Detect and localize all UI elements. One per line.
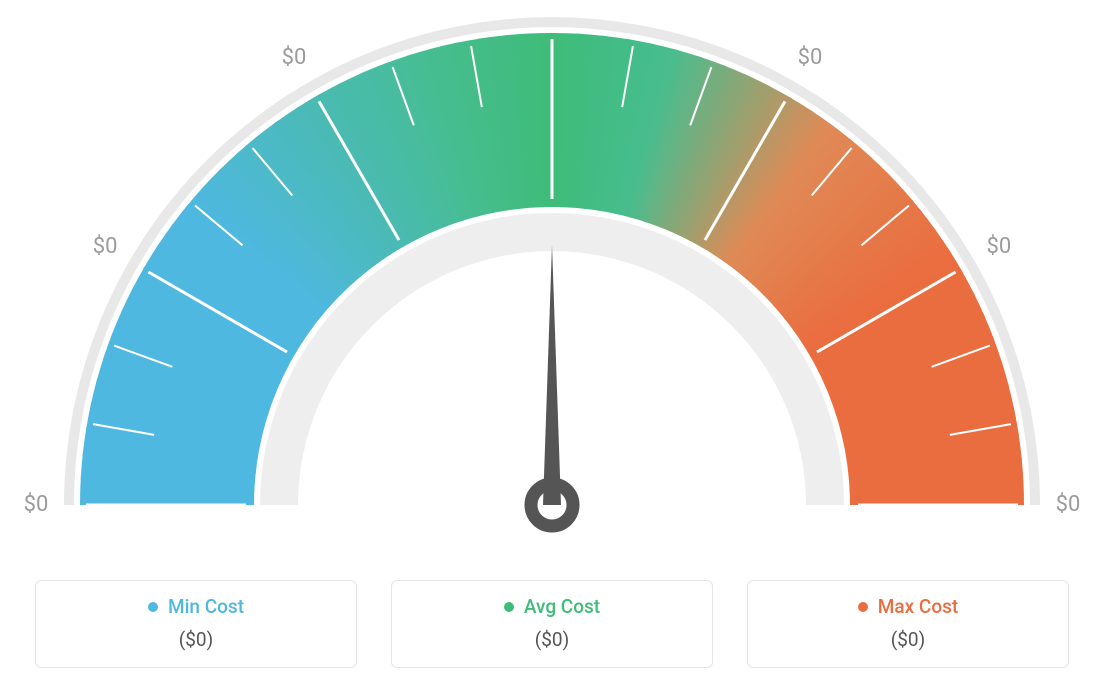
legend-title-avg: Avg Cost [524,595,600,618]
gauge-tick-label: $0 [540,0,565,1]
gauge-tick-label: $0 [93,234,118,259]
gauge-tick-label: $0 [987,234,1012,259]
legend-title-min: Min Cost [168,595,244,618]
legend-value-avg: ($0) [392,628,712,651]
legend-row: Min Cost ($0) Avg Cost ($0) Max Cost ($0… [0,580,1104,668]
legend-value-max: ($0) [748,628,1068,651]
gauge-needle [543,245,561,505]
gauge-tick-label: $0 [798,45,823,70]
legend-dot-min [148,602,158,612]
legend-card-max: Max Cost ($0) [747,580,1069,668]
gauge-chart: $0 $0 $0 $0 $0 $0 $0 [0,0,1104,570]
legend-value-min: ($0) [36,628,356,651]
legend-dot-max [858,602,868,612]
legend-dot-avg [504,602,514,612]
gauge-svg: $0 $0 $0 $0 $0 $0 $0 [0,0,1104,570]
gauge-tick-label: $0 [282,45,307,70]
legend-title-max: Max Cost [878,595,958,618]
gauge-tick-label: $0 [24,492,49,517]
legend-card-min: Min Cost ($0) [35,580,357,668]
gauge-tick-label: $0 [1056,492,1081,517]
legend-card-avg: Avg Cost ($0) [391,580,713,668]
